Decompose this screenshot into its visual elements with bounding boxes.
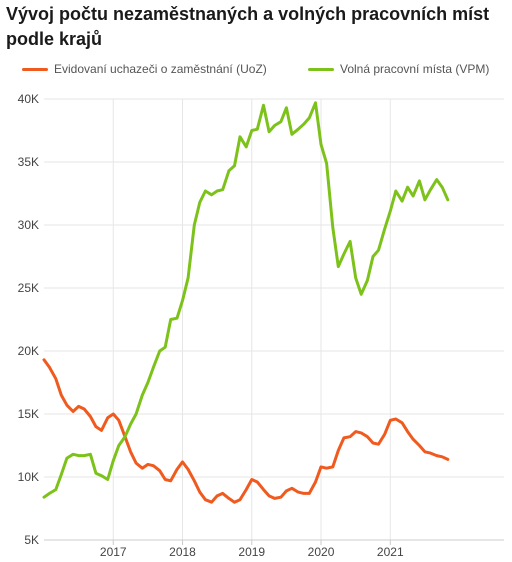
x-tick-label: 2019 [238, 545, 265, 559]
y-tick-label: 25K [18, 281, 39, 295]
legend-label-vpm: Volná pracovní místa (VPM) [340, 62, 490, 76]
legend-swatch-uoz [22, 67, 48, 71]
y-tick-label: 40K [18, 92, 39, 106]
x-tick-label: 2021 [377, 545, 404, 559]
legend: Evidovaní uchazeči o zaměstnání (UoZ) Vo… [22, 62, 502, 80]
legend-label-uoz: Evidovaní uchazeči o zaměstnání (UoZ) [54, 62, 267, 76]
y-tick-label: 5K [24, 533, 39, 547]
legend-item-uoz[interactable]: Evidovaní uchazeči o zaměstnání (UoZ) [22, 62, 267, 76]
y-tick-label: 15K [18, 407, 39, 421]
line-chart: 5K 10K 15K 20K 25K 30K 35K 40K 2017 2018 2019 2020 2… [18, 92, 504, 559]
x-tick-label: 2020 [308, 545, 335, 559]
x-tick-label: 2018 [169, 545, 196, 559]
x-tick-label: 2017 [100, 545, 127, 559]
series-line-uoz [42, 358, 450, 504]
y-tick-label: 20K [18, 344, 39, 358]
series-line-vpm [42, 101, 450, 499]
y-tick-label: 10K [18, 470, 39, 484]
y-tick-label: 30K [18, 218, 39, 232]
y-tick-label: 35K [18, 155, 39, 169]
legend-swatch-vpm [308, 67, 334, 71]
chart-title: Vývoj počtu nezaměstnaných a volných pra… [6, 4, 490, 49]
legend-item-vpm[interactable]: Volná pracovní místa (VPM) [308, 62, 489, 76]
